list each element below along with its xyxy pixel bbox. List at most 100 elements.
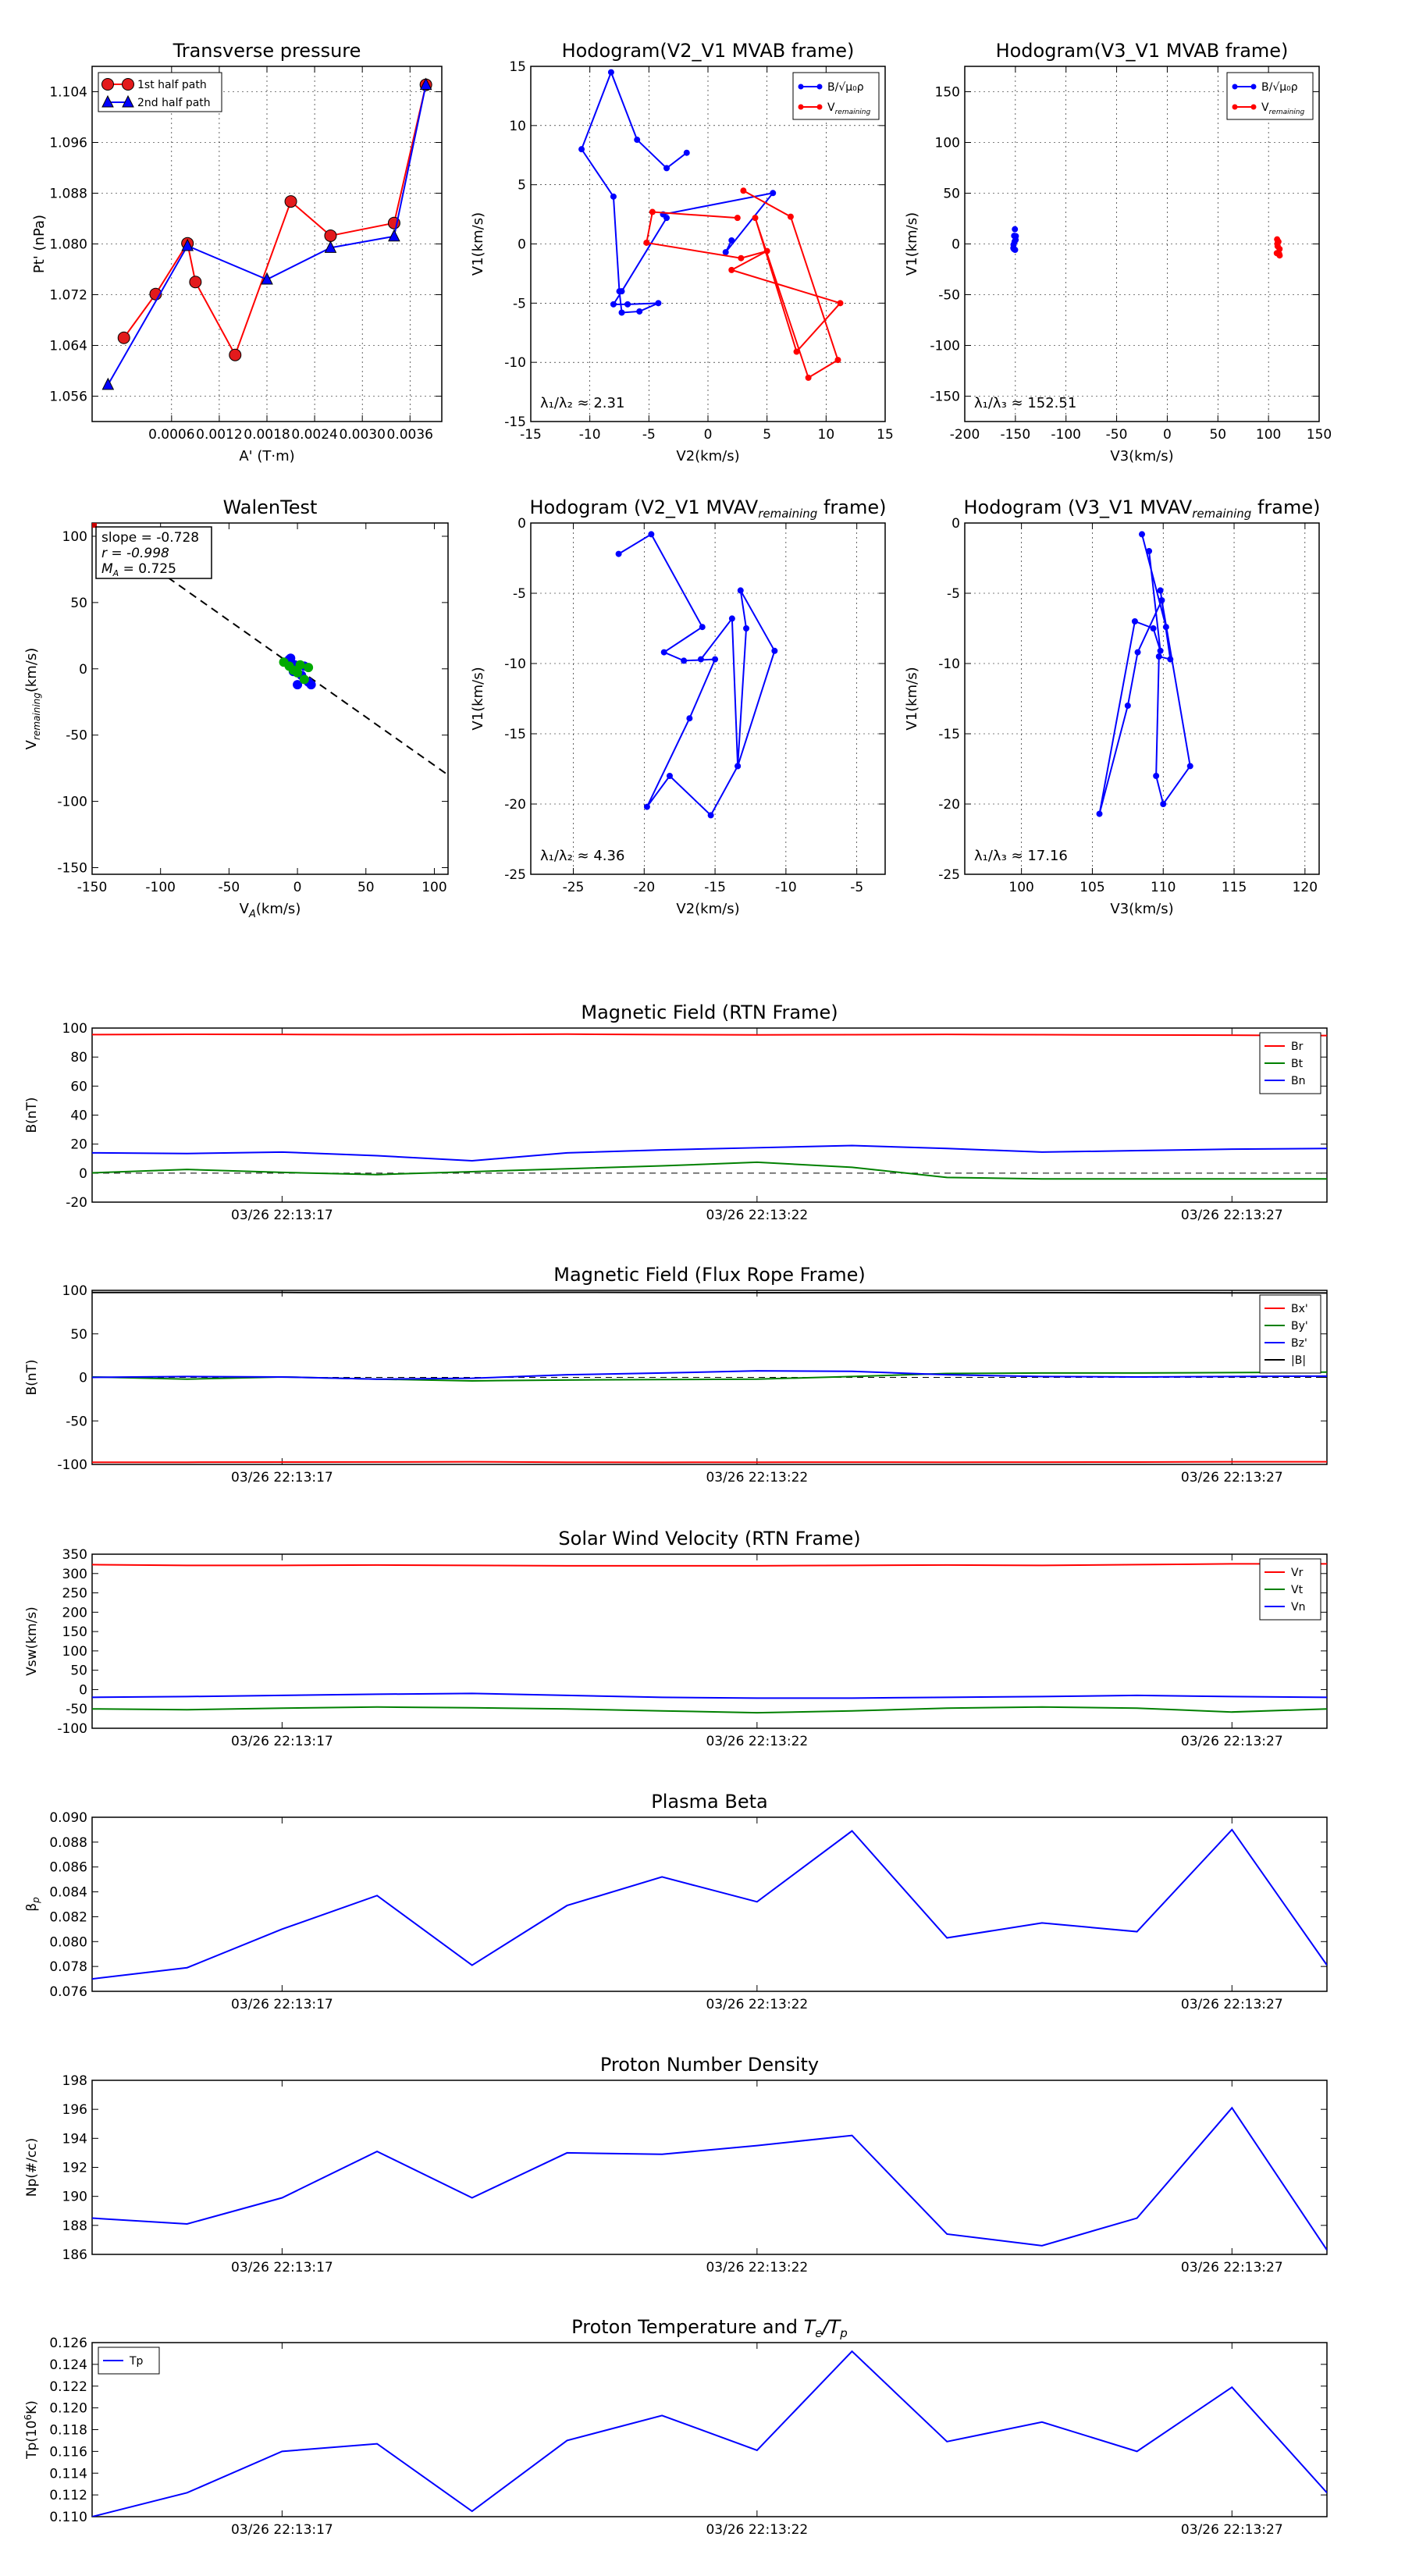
y-axis-label-sub: remaining bbox=[31, 692, 42, 740]
legend-box bbox=[98, 72, 222, 112]
data-point bbox=[324, 240, 337, 253]
data-layer bbox=[92, 2106, 1327, 2250]
x-tick-label: 100 bbox=[422, 880, 446, 895]
data-point bbox=[618, 288, 625, 295]
series-line-beta bbox=[92, 1828, 1327, 1980]
data-point bbox=[1134, 649, 1141, 656]
data-point bbox=[649, 208, 656, 215]
y-tick-label: 0.114 bbox=[49, 2466, 87, 2482]
eigenvalue-ratio: λ₁/λ₃ ≈ 152.51 bbox=[974, 395, 1076, 411]
x-tick-label: 15 bbox=[877, 427, 894, 443]
legend: 1st half path 2nd half path bbox=[98, 72, 222, 112]
legend-marker bbox=[1232, 104, 1238, 110]
eigenvalue-ratio: λ₁/λ₂ ≈ 2.31 bbox=[540, 395, 624, 411]
data-point bbox=[699, 624, 706, 631]
data-point bbox=[288, 665, 298, 675]
legend-label: Vt bbox=[1291, 1584, 1304, 1596]
legend-label: Bz' bbox=[1291, 1337, 1307, 1350]
x-tick-label: 50 bbox=[357, 880, 375, 895]
data-point bbox=[735, 763, 742, 770]
y-tick-label: 0 bbox=[518, 516, 526, 532]
data-layer bbox=[92, 1563, 1327, 1714]
chart-title: Magnetic Field (RTN Frame) bbox=[581, 1002, 838, 1023]
data-point bbox=[1274, 240, 1281, 247]
data-point bbox=[304, 663, 314, 673]
data-point bbox=[636, 308, 643, 315]
y-tick-label: -100 bbox=[930, 339, 960, 354]
data-point bbox=[324, 229, 337, 242]
legend-box bbox=[1226, 72, 1314, 120]
chart-h1: -15 -10 -5 0 5 10 15 -15 -10 -5 0 5 10 15 Hodogram(V2_… bbox=[470, 40, 894, 464]
x-axis-label: V2(km/s) bbox=[676, 901, 739, 917]
y-tick-label: -50 bbox=[66, 1702, 87, 1717]
legend-label-main: B/√μ₀ρ bbox=[1261, 81, 1298, 94]
x-tick-label: 03/26 22:13:22 bbox=[706, 1208, 808, 1223]
legend-label: Vremaining bbox=[827, 101, 871, 116]
data-point bbox=[738, 254, 745, 262]
title-part: Hodogram (V2_V1 MVAV bbox=[530, 496, 759, 518]
y-tick-label: 0.084 bbox=[49, 1885, 87, 1901]
y-tick-label: 0.078 bbox=[49, 1959, 87, 1975]
data-point bbox=[1012, 226, 1019, 233]
legend-marker bbox=[798, 104, 804, 110]
data-point bbox=[697, 656, 704, 663]
stats-box-frame bbox=[95, 526, 212, 579]
y-axis-label: B(nT) bbox=[24, 1359, 40, 1395]
legend-label: Vn bbox=[1291, 1601, 1305, 1614]
y-tick-label: -50 bbox=[66, 1414, 87, 1429]
y-tick-label: 5 bbox=[518, 178, 526, 194]
x-tick-label: 0.0012 bbox=[196, 427, 242, 443]
data-point bbox=[683, 149, 690, 156]
y-tick-label: 0 bbox=[79, 662, 87, 678]
series-line-Vr bbox=[92, 1563, 1327, 1567]
data-layer bbox=[92, 1828, 1327, 1980]
data-point bbox=[261, 272, 273, 285]
data-layer bbox=[92, 2350, 1327, 2517]
y-axis-label-unit: (km/s) bbox=[23, 648, 40, 692]
data-point bbox=[712, 656, 719, 663]
y-tick-label: 0.116 bbox=[49, 2444, 87, 2460]
y-tick-label: -150 bbox=[930, 390, 960, 405]
x-tick-label: 0.0036 bbox=[387, 427, 433, 443]
x-tick-label: 0.0006 bbox=[148, 427, 194, 443]
chart-vsw: 03/26 22:13:17 03/26 22:13:22 03/26 22:13:… bbox=[24, 1528, 1328, 1749]
data-point bbox=[1146, 548, 1153, 554]
y-tick-label: 0.110 bbox=[49, 2510, 87, 2525]
x-axis-label-sub: A bbox=[248, 909, 256, 920]
data-point bbox=[293, 680, 303, 690]
x-tick-label: 03/26 22:13:27 bbox=[1181, 2260, 1283, 2275]
x-tick-label: 100 bbox=[1008, 880, 1033, 895]
data-point bbox=[610, 193, 617, 200]
title-part: frame) bbox=[1251, 496, 1320, 518]
x-tick-label: 100 bbox=[1256, 427, 1281, 443]
y-axis-label-part: B(nT) bbox=[24, 1359, 40, 1395]
title-part: frame) bbox=[817, 496, 886, 518]
legend: B/√μ₀ρ Vremaining bbox=[792, 72, 880, 120]
stats-r: r = -0.998 bbox=[101, 546, 169, 561]
data-point bbox=[740, 187, 747, 194]
y-tick-label: 100 bbox=[62, 1021, 87, 1037]
data-point bbox=[284, 195, 297, 208]
y-tick-label: 0.126 bbox=[49, 2336, 87, 2351]
data-point bbox=[648, 531, 655, 538]
y-tick-label: 1.104 bbox=[49, 85, 87, 101]
data-layer bbox=[578, 69, 844, 381]
y-axis-label-sup: 6 bbox=[23, 2414, 34, 2421]
series-line-2nd half path bbox=[107, 84, 427, 386]
x-tick-label: 03/26 22:13:22 bbox=[706, 1470, 808, 1485]
legend-marker bbox=[101, 78, 114, 91]
y-tick-label: 0.090 bbox=[49, 1810, 87, 1826]
data-point bbox=[1139, 531, 1145, 538]
chart-beta: 03/26 22:13:17 03/26 22:13:22 03/26 22:13:… bbox=[24, 1791, 1328, 2012]
y-tick-label: 0 bbox=[518, 237, 526, 253]
data-point bbox=[643, 239, 650, 246]
data-point bbox=[1124, 703, 1131, 709]
y-axis-label-part: B(nT) bbox=[24, 1097, 40, 1133]
y-tick-label: 40 bbox=[70, 1108, 87, 1124]
y-axis-label-part: Tp(10 bbox=[24, 2420, 40, 2459]
x-tick-label: -50 bbox=[218, 880, 240, 895]
x-tick-label: 03/26 22:13:17 bbox=[231, 2522, 333, 2538]
data-point bbox=[834, 357, 841, 364]
data-point bbox=[728, 615, 735, 622]
legend-marker bbox=[101, 94, 114, 108]
